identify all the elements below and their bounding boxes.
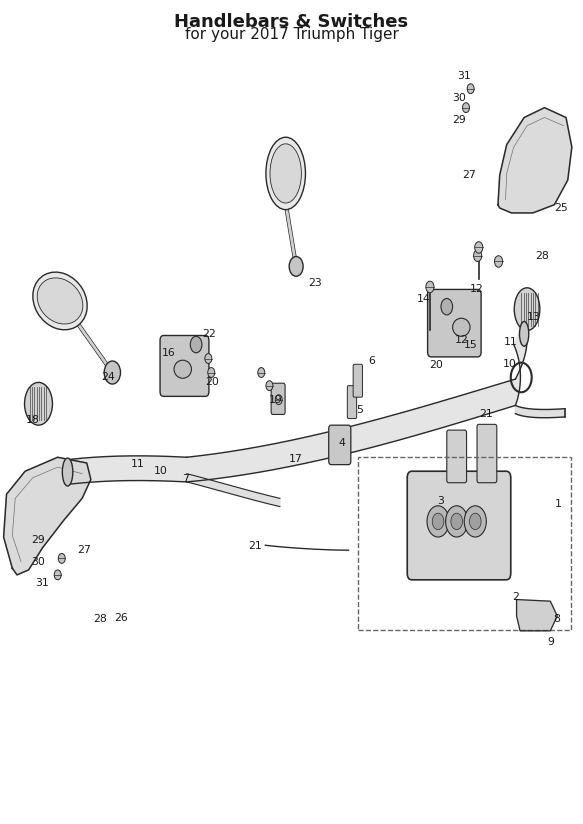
Ellipse shape bbox=[452, 318, 470, 336]
Text: 10: 10 bbox=[154, 466, 167, 476]
FancyBboxPatch shape bbox=[353, 364, 363, 397]
Ellipse shape bbox=[62, 458, 73, 486]
Circle shape bbox=[441, 298, 452, 315]
Text: 11: 11 bbox=[131, 459, 144, 469]
Text: for your 2017 Triumph Tiger: for your 2017 Triumph Tiger bbox=[185, 27, 398, 42]
Text: 5: 5 bbox=[356, 405, 363, 414]
Text: 24: 24 bbox=[101, 372, 115, 382]
Text: 12: 12 bbox=[455, 335, 469, 345]
Text: 19: 19 bbox=[269, 395, 283, 405]
FancyBboxPatch shape bbox=[408, 471, 511, 580]
Text: 27: 27 bbox=[78, 545, 92, 555]
Text: 25: 25 bbox=[554, 203, 568, 213]
Text: 21: 21 bbox=[248, 541, 262, 551]
FancyBboxPatch shape bbox=[477, 424, 497, 483]
Ellipse shape bbox=[519, 321, 529, 346]
Circle shape bbox=[58, 554, 65, 564]
Circle shape bbox=[445, 506, 468, 537]
Ellipse shape bbox=[266, 138, 305, 209]
Polygon shape bbox=[498, 108, 572, 213]
Polygon shape bbox=[68, 456, 187, 485]
Circle shape bbox=[494, 255, 503, 267]
FancyBboxPatch shape bbox=[347, 386, 357, 419]
FancyBboxPatch shape bbox=[271, 383, 285, 414]
Ellipse shape bbox=[514, 288, 540, 330]
Ellipse shape bbox=[270, 144, 301, 203]
Circle shape bbox=[205, 353, 212, 363]
Text: 1: 1 bbox=[554, 499, 561, 509]
Text: 15: 15 bbox=[463, 339, 477, 349]
Circle shape bbox=[190, 336, 202, 353]
Text: 29: 29 bbox=[31, 535, 45, 545]
Circle shape bbox=[54, 570, 61, 580]
Text: 2: 2 bbox=[512, 592, 519, 602]
Circle shape bbox=[427, 506, 449, 537]
Circle shape bbox=[451, 513, 462, 530]
Circle shape bbox=[464, 506, 486, 537]
Polygon shape bbox=[3, 457, 91, 575]
Circle shape bbox=[467, 84, 474, 94]
Text: 11: 11 bbox=[503, 337, 517, 347]
Circle shape bbox=[258, 368, 265, 377]
Ellipse shape bbox=[37, 278, 83, 324]
Text: 30: 30 bbox=[31, 557, 45, 567]
Circle shape bbox=[275, 395, 282, 405]
Text: 13: 13 bbox=[526, 312, 540, 322]
Text: 21: 21 bbox=[479, 410, 493, 419]
FancyBboxPatch shape bbox=[447, 430, 466, 483]
Text: 8: 8 bbox=[553, 615, 560, 625]
Text: 26: 26 bbox=[114, 613, 128, 623]
Text: 20: 20 bbox=[429, 360, 442, 370]
Text: 22: 22 bbox=[202, 329, 216, 339]
Text: 29: 29 bbox=[452, 115, 466, 125]
Text: 9: 9 bbox=[547, 637, 554, 648]
Circle shape bbox=[469, 513, 481, 530]
FancyBboxPatch shape bbox=[427, 289, 481, 357]
Ellipse shape bbox=[33, 272, 87, 330]
Text: 10: 10 bbox=[503, 359, 517, 369]
Polygon shape bbox=[517, 600, 557, 631]
Bar bbox=[359, 457, 571, 630]
Polygon shape bbox=[187, 379, 515, 482]
Circle shape bbox=[289, 256, 303, 276]
FancyBboxPatch shape bbox=[160, 335, 209, 396]
Text: 14: 14 bbox=[417, 294, 431, 304]
Polygon shape bbox=[514, 323, 527, 405]
Text: 28: 28 bbox=[93, 615, 107, 625]
Circle shape bbox=[473, 250, 482, 261]
Text: 18: 18 bbox=[26, 415, 40, 425]
Circle shape bbox=[462, 103, 469, 113]
Text: 23: 23 bbox=[308, 278, 322, 288]
Polygon shape bbox=[187, 474, 280, 507]
Text: Handlebars & Switches: Handlebars & Switches bbox=[174, 13, 409, 31]
Polygon shape bbox=[515, 405, 565, 418]
Text: 28: 28 bbox=[535, 250, 549, 260]
Ellipse shape bbox=[174, 360, 191, 378]
Text: 16: 16 bbox=[161, 348, 175, 358]
Circle shape bbox=[266, 381, 273, 391]
Circle shape bbox=[432, 513, 444, 530]
Text: 20: 20 bbox=[205, 377, 219, 386]
Circle shape bbox=[426, 281, 434, 293]
Text: 17: 17 bbox=[289, 454, 303, 464]
Text: 31: 31 bbox=[36, 578, 50, 588]
Text: 6: 6 bbox=[368, 356, 375, 366]
FancyBboxPatch shape bbox=[329, 425, 351, 465]
Text: 3: 3 bbox=[437, 496, 444, 506]
Text: 12: 12 bbox=[469, 283, 483, 293]
Text: 4: 4 bbox=[338, 438, 345, 448]
Text: 31: 31 bbox=[458, 72, 471, 82]
Text: 7: 7 bbox=[182, 475, 188, 485]
Text: 30: 30 bbox=[452, 93, 466, 103]
Text: 27: 27 bbox=[462, 170, 476, 180]
Circle shape bbox=[208, 368, 215, 377]
Circle shape bbox=[475, 241, 483, 253]
Ellipse shape bbox=[24, 382, 52, 425]
Circle shape bbox=[104, 361, 121, 384]
